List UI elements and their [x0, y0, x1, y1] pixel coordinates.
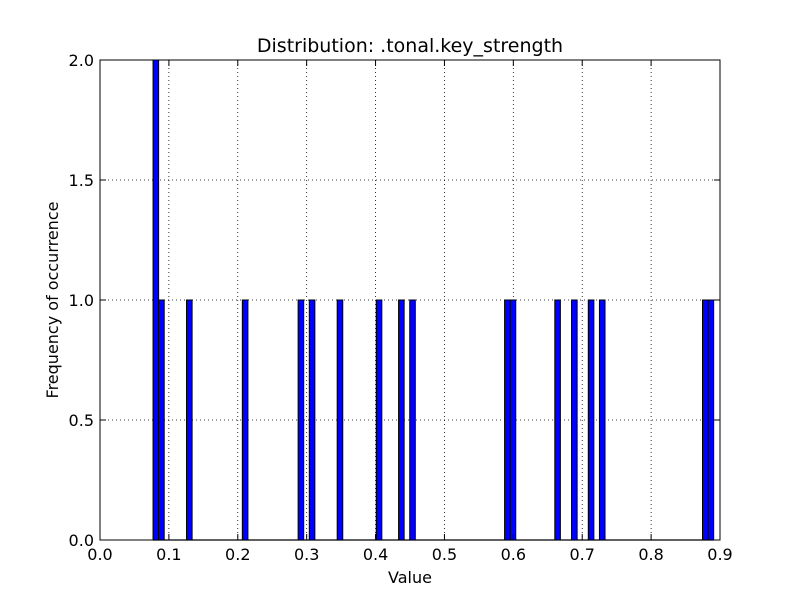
x-tick-label: 0.9 — [707, 545, 732, 564]
histogram-bar — [336, 299, 344, 541]
histogram-bar — [702, 299, 709, 541]
histogram-bar — [158, 299, 165, 541]
histogram-bar — [598, 299, 606, 541]
histogram-bar — [241, 299, 249, 541]
x-tick-label: 0.5 — [432, 545, 457, 564]
y-tick-label: 1.0 — [69, 291, 94, 310]
x-tick-label: 0.3 — [294, 545, 319, 564]
histogram-bar — [297, 299, 305, 541]
histogram-bar — [509, 299, 517, 541]
y-tick-label: 0.0 — [69, 531, 94, 550]
x-tick-labels: 0.0 0.1 0.2 0.3 0.4 0.5 0.6 0.7 0.8 0.9 — [87, 545, 732, 564]
histogram-bar — [571, 299, 578, 541]
histogram-bar — [375, 299, 383, 541]
histogram-bar — [587, 299, 595, 541]
histogram-bar — [186, 299, 193, 541]
x-tick-label: 0.2 — [225, 545, 250, 564]
y-tick-label: 0.5 — [69, 411, 94, 430]
histogram-bar — [707, 299, 715, 541]
x-tick-label: 0.6 — [501, 545, 526, 564]
histogram-bar — [409, 299, 416, 541]
x-tick-label: 0.0 — [87, 545, 112, 564]
x-tick-label: 0.1 — [156, 545, 181, 564]
y-tick-label: 1.5 — [69, 171, 94, 190]
histogram-bar — [308, 299, 316, 541]
x-axis-label: Value — [388, 568, 432, 587]
y-tick-label: 2.0 — [69, 51, 94, 70]
histogram-bar — [504, 299, 511, 541]
histogram-bar — [554, 299, 561, 541]
histogram-bar — [398, 299, 405, 541]
x-tick-label: 0.7 — [569, 545, 594, 564]
y-tick-labels: 0.0 0.5 1.0 1.5 2.0 — [69, 51, 94, 550]
chart-title: Distribution: .tonal.key_strength — [257, 35, 563, 57]
y-axis-label: Frequency of occurrence — [43, 202, 62, 399]
bars — [152, 59, 715, 541]
x-tick-label: 0.8 — [638, 545, 663, 564]
x-tick-label: 0.4 — [363, 545, 388, 564]
axis-ticks — [99, 59, 721, 541]
histogram-bar — [152, 59, 160, 541]
